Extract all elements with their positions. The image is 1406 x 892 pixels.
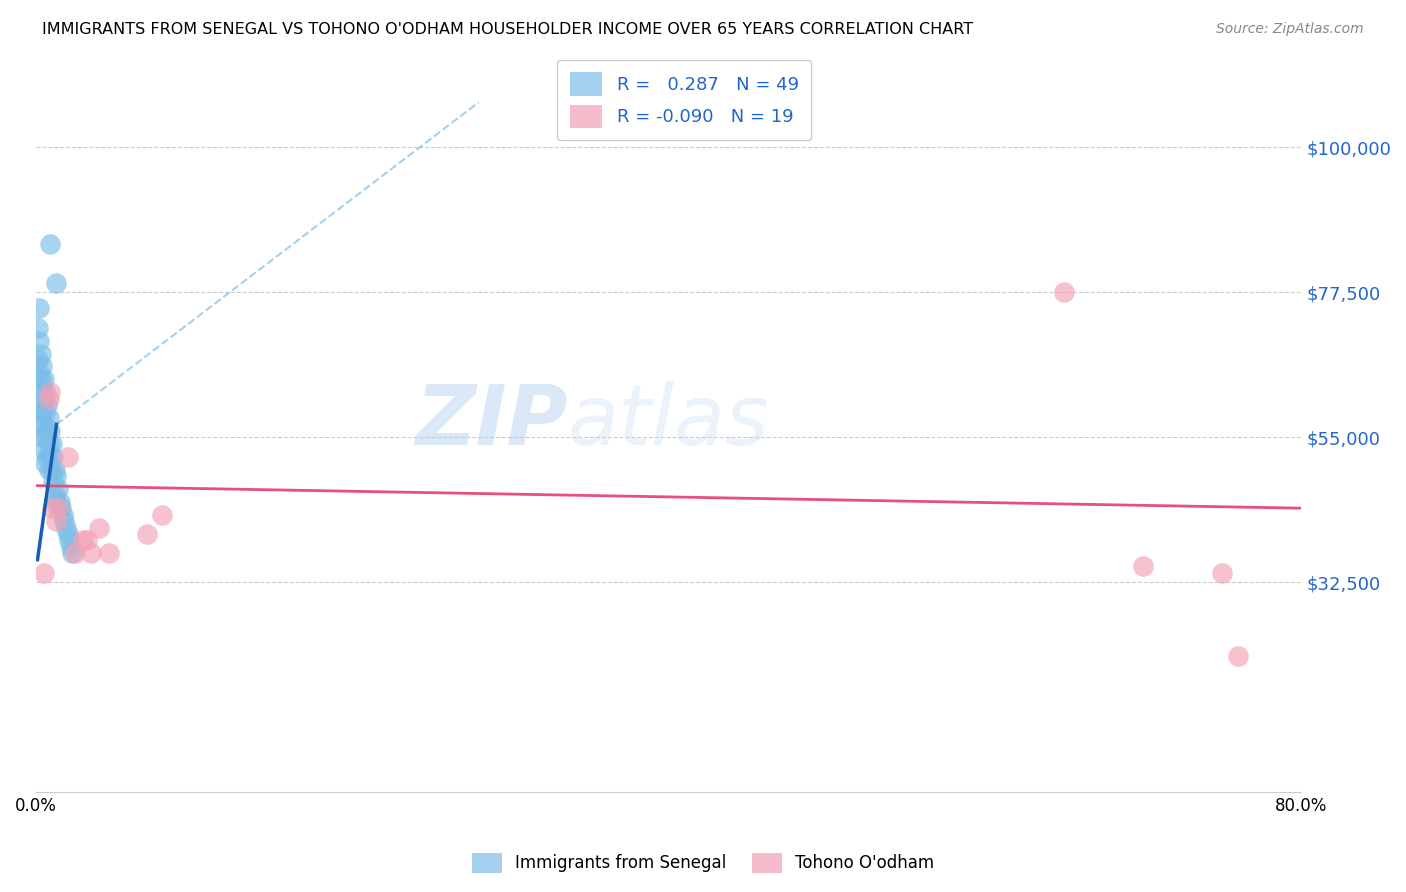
Point (30, 372, 52, 386)
Point (56, 450, 79, 464)
Point (35, 398, 58, 412)
Point (32, 417, 55, 432)
Text: atlas: atlas (568, 381, 769, 462)
Point (72, 533, 94, 548)
Point (32, 443, 55, 458)
Point (34, 385, 56, 400)
Point (60, 546, 83, 560)
Point (38, 462, 60, 476)
Point (97, 546, 120, 560)
Point (44, 488, 66, 502)
Point (38, 411, 60, 425)
Point (48, 494, 70, 508)
Point (31, 378, 53, 392)
Point (76, 533, 98, 548)
Text: IMMIGRANTS FROM SENEGAL VS TOHONO O'ODHAM HOUSEHOLDER INCOME OVER 65 YEARS CORRE: IMMIGRANTS FROM SENEGAL VS TOHONO O'ODHA… (42, 22, 973, 37)
Point (41, 436, 63, 450)
Point (30, 346, 52, 360)
Point (31, 359, 53, 374)
Point (38, 436, 60, 450)
Point (39, 450, 62, 464)
Point (58, 533, 80, 548)
Point (28, 334, 51, 348)
Point (39, 424, 62, 438)
Point (31, 430, 53, 444)
Point (56, 527, 79, 541)
Point (1227, 649, 1250, 664)
Point (28, 366, 51, 380)
Point (44, 462, 66, 476)
Point (59, 540, 82, 554)
Point (39, 237, 62, 252)
Point (46, 501, 69, 516)
Point (1053, 285, 1076, 300)
Legend: Immigrants from Senegal, Tohono O'odham: Immigrants from Senegal, Tohono O'odham (465, 847, 941, 880)
Point (34, 404, 56, 418)
Point (30, 398, 52, 412)
Point (45, 469, 67, 483)
Point (65, 546, 87, 560)
Point (34, 456, 56, 470)
Point (45, 494, 67, 508)
Point (39, 385, 62, 400)
Point (53, 514, 76, 528)
Point (32, 566, 55, 580)
Point (31, 404, 53, 418)
Point (45, 514, 67, 528)
Point (41, 462, 63, 476)
Point (35, 424, 58, 438)
Point (45, 276, 67, 290)
Point (27, 353, 49, 368)
Legend: R =   0.287   N = 49, R = -0.090   N = 19: R = 0.287 N = 49, R = -0.090 N = 19 (557, 60, 811, 140)
Point (135, 527, 157, 541)
Point (32, 372, 55, 386)
Point (42, 450, 65, 464)
Point (35, 450, 58, 464)
Point (32, 392, 55, 406)
Point (1132, 559, 1154, 574)
Point (46, 482, 69, 496)
Point (52, 508, 75, 522)
Point (30, 417, 52, 432)
Point (51, 501, 73, 516)
Text: ZIP: ZIP (415, 381, 568, 462)
Point (27, 320, 49, 334)
Text: Source: ZipAtlas.com: Source: ZipAtlas.com (1216, 22, 1364, 37)
Point (42, 475, 65, 490)
Point (41, 501, 63, 516)
Point (38, 392, 60, 406)
Point (28, 301, 51, 316)
Point (55, 520, 77, 534)
Point (1211, 566, 1233, 580)
Point (152, 508, 174, 522)
Point (89, 520, 111, 534)
Point (34, 430, 56, 444)
Point (80, 546, 103, 560)
